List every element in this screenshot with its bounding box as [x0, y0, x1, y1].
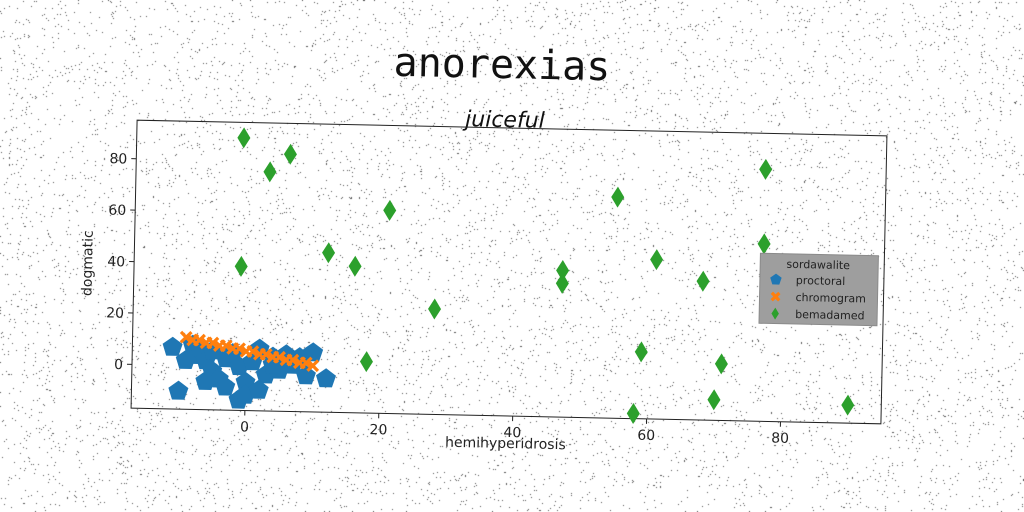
point-bemadamed-18	[759, 158, 773, 180]
point-bemadamed-16	[714, 353, 728, 375]
legend-label-bemadamed: bemadamed	[795, 308, 865, 322]
point-proctoral-0	[162, 336, 183, 356]
point-bemadamed-0	[237, 127, 251, 149]
legend-title: sordawalite	[786, 258, 850, 272]
point-bemadamed-8	[359, 351, 373, 373]
point-bemadamed-15	[696, 270, 710, 292]
legend-marker-bemadamed	[771, 307, 779, 320]
point-chromogram-2	[193, 333, 206, 347]
chart-title: anorexias	[393, 40, 611, 91]
legend-box	[758, 252, 879, 327]
legend-marker-chromogram	[770, 291, 781, 302]
point-bemadamed-19	[757, 233, 771, 255]
point-bemadamed-14	[626, 402, 640, 424]
point-bemadamed-13	[634, 341, 648, 363]
point-bemadamed-2	[283, 143, 297, 165]
point-bemadamed-4	[322, 242, 336, 264]
point-proctoral-24	[303, 342, 324, 362]
point-bemadamed-9	[556, 260, 570, 282]
x-tick-label-20: 20	[369, 422, 387, 438]
point-chromogram-4	[206, 336, 220, 350]
y-tick-label-60: 60	[108, 203, 126, 219]
point-bemadamed-20	[841, 394, 855, 416]
point-chromogram-19	[306, 359, 320, 373]
point-proctoral-9	[215, 376, 236, 396]
chart-subtitle: juiceful	[462, 107, 545, 134]
point-chromogram-16	[286, 353, 300, 367]
point-proctoral-27	[195, 370, 216, 390]
point-proctoral-23	[295, 365, 316, 385]
point-bemadamed-17	[707, 389, 721, 411]
point-chromogram-18	[299, 356, 313, 370]
point-bemadamed-7	[428, 298, 442, 320]
plot-frame	[130, 119, 888, 425]
point-chromogram-14	[273, 350, 286, 364]
x-tick-label-60: 60	[637, 428, 655, 444]
y-tick-label-40: 40	[107, 254, 125, 270]
point-chromogram-0	[179, 330, 193, 344]
legend-label-proctoral: proctoral	[796, 274, 846, 288]
point-proctoral-26	[175, 349, 196, 369]
point-proctoral-28	[248, 379, 269, 399]
point-proctoral-25	[315, 368, 336, 388]
legend-marker-proctoral	[770, 273, 782, 285]
legend-label-chromogram: chromogram	[795, 291, 866, 305]
y-tick-label-20: 20	[106, 305, 124, 321]
x-axis-label: hemihyperidrosis	[445, 435, 566, 454]
data-points	[162, 127, 855, 424]
axis-ticks: 0 20 40 60 80 0 20 40 60 80	[106, 151, 789, 447]
point-proctoral-1	[168, 380, 189, 400]
point-chromogram-8	[233, 342, 246, 356]
point-bemadamed-10	[555, 272, 569, 294]
point-bemadamed-5	[348, 255, 362, 277]
point-chromogram-12	[259, 347, 273, 361]
x-tick-label-80: 80	[771, 431, 789, 447]
point-chromogram-10	[246, 345, 260, 358]
point-bemadamed-12	[650, 249, 664, 271]
y-tick-label-80: 80	[109, 151, 127, 167]
y-axis-label: dogmatic	[79, 230, 96, 296]
point-bemadamed-1	[263, 161, 277, 183]
point-bemadamed-3	[234, 255, 248, 277]
x-tick-label-0: 0	[240, 419, 249, 435]
legend: sordawalite proctoral chromogram bemadam…	[758, 252, 879, 327]
point-bemadamed-6	[383, 199, 397, 221]
y-tick-label-0: 0	[114, 357, 123, 373]
point-chromogram-6	[219, 339, 233, 353]
x-tick-label-40: 40	[503, 425, 521, 441]
point-bemadamed-11	[611, 186, 625, 208]
